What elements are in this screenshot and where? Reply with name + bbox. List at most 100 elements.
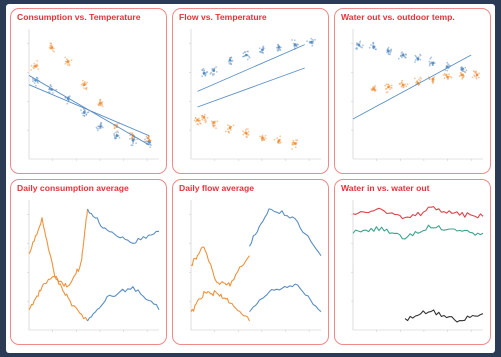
scatter-point — [400, 52, 403, 55]
scatter-point — [83, 83, 86, 86]
series-line — [190, 290, 250, 322]
scatter-point — [213, 73, 215, 75]
scatter-point — [460, 72, 462, 74]
scatter-point — [429, 57, 432, 60]
series-line — [352, 224, 484, 240]
scatter-point — [113, 127, 116, 130]
scatter-point — [419, 58, 422, 61]
scatter-point — [247, 130, 250, 133]
scatter-point — [357, 43, 361, 47]
scatter-point — [228, 58, 232, 62]
scatter-point — [242, 52, 245, 55]
scatter-point — [37, 82, 39, 84]
scatter-point — [384, 84, 387, 87]
scatter-point — [463, 75, 465, 78]
series-line — [190, 246, 250, 287]
scatter-point — [224, 130, 227, 133]
scatter-point — [99, 99, 101, 101]
scatter-point — [401, 56, 403, 59]
scatter-point — [419, 80, 422, 82]
scatter-point — [246, 136, 248, 139]
scatter-point — [413, 77, 416, 80]
scatter-point — [373, 86, 376, 88]
scatter-point — [85, 87, 87, 90]
scatter-point — [372, 42, 375, 45]
scatter-point — [37, 68, 40, 70]
scatter-point — [477, 76, 480, 79]
scatter-point — [202, 71, 206, 75]
scatter-point — [390, 49, 392, 52]
scatter-point — [261, 136, 264, 140]
scatter-point — [428, 60, 431, 63]
scatter-point — [229, 56, 231, 59]
scatter-point — [33, 62, 36, 65]
scatter-point — [150, 144, 152, 147]
scatter-point — [115, 134, 119, 138]
scatter-point — [136, 138, 139, 141]
scatter-point — [214, 124, 216, 127]
scatter-point — [262, 45, 265, 48]
scatter-point — [82, 114, 85, 117]
scatter-point — [432, 81, 435, 84]
chart-panel-water-out-vs-outdoor-temp: Water out vs. outdoor temp. — [334, 8, 491, 174]
scatter-point — [242, 130, 244, 133]
scatter-point — [97, 104, 100, 107]
scatter-point — [81, 82, 84, 85]
scatter-point — [83, 81, 86, 84]
scatter-point — [211, 73, 214, 75]
scatter-point — [387, 53, 390, 56]
scatter-point — [55, 88, 58, 91]
scatter-point — [368, 46, 371, 49]
scatter-point — [246, 133, 249, 136]
scatter-point — [264, 137, 267, 140]
scatter-point — [414, 61, 416, 63]
scatter-point — [148, 141, 151, 144]
dashboard-board: Consumption vs. Temperature Flow vs. Tem… — [6, 4, 495, 353]
scatter-point — [278, 142, 281, 145]
chart-title: Daily flow average — [179, 183, 254, 193]
scatter-point — [202, 67, 205, 70]
scatter-point — [446, 75, 449, 79]
scatter-point — [49, 42, 52, 45]
scatter-point — [35, 76, 38, 79]
scatter-point — [246, 58, 249, 61]
scatter-point — [101, 103, 103, 106]
scatter-point — [294, 146, 297, 149]
scatter-point — [216, 120, 219, 123]
chart-title: Water out vs. outdoor temp. — [341, 12, 455, 22]
scatter-point — [30, 69, 32, 71]
scatter-point — [291, 148, 293, 150]
scatter-point — [245, 53, 248, 57]
scatter-point — [473, 74, 476, 76]
scatter-point — [399, 54, 402, 57]
scatter-point — [201, 117, 203, 119]
scatter-point — [81, 112, 84, 114]
scatter-point — [314, 38, 316, 41]
scatter-point — [406, 83, 409, 86]
scatter-point — [99, 125, 102, 128]
scatter-point — [215, 127, 217, 129]
scatter-point — [259, 51, 261, 53]
scatter-point — [311, 44, 314, 47]
scatter-point — [83, 87, 85, 89]
scatter-point — [131, 139, 135, 142]
scatter-point — [296, 43, 298, 45]
scatter-point — [475, 77, 478, 80]
scatter-point — [129, 131, 132, 134]
scatter-point — [414, 59, 417, 61]
scatter-point — [446, 78, 449, 81]
scatter-point — [48, 91, 51, 93]
scatter-point — [66, 60, 70, 63]
scatter-point — [198, 117, 200, 120]
scatter-point — [197, 123, 200, 126]
scatter-point — [65, 58, 68, 60]
scatter-point — [446, 69, 449, 72]
scatter-point — [49, 88, 51, 91]
scatter-point — [101, 105, 104, 108]
scatter-point — [263, 138, 266, 141]
scatter-point — [227, 60, 230, 63]
scatter-point — [259, 135, 261, 138]
scatter-point — [86, 81, 88, 84]
scatter-point — [399, 83, 401, 86]
scatter-point — [430, 56, 433, 59]
